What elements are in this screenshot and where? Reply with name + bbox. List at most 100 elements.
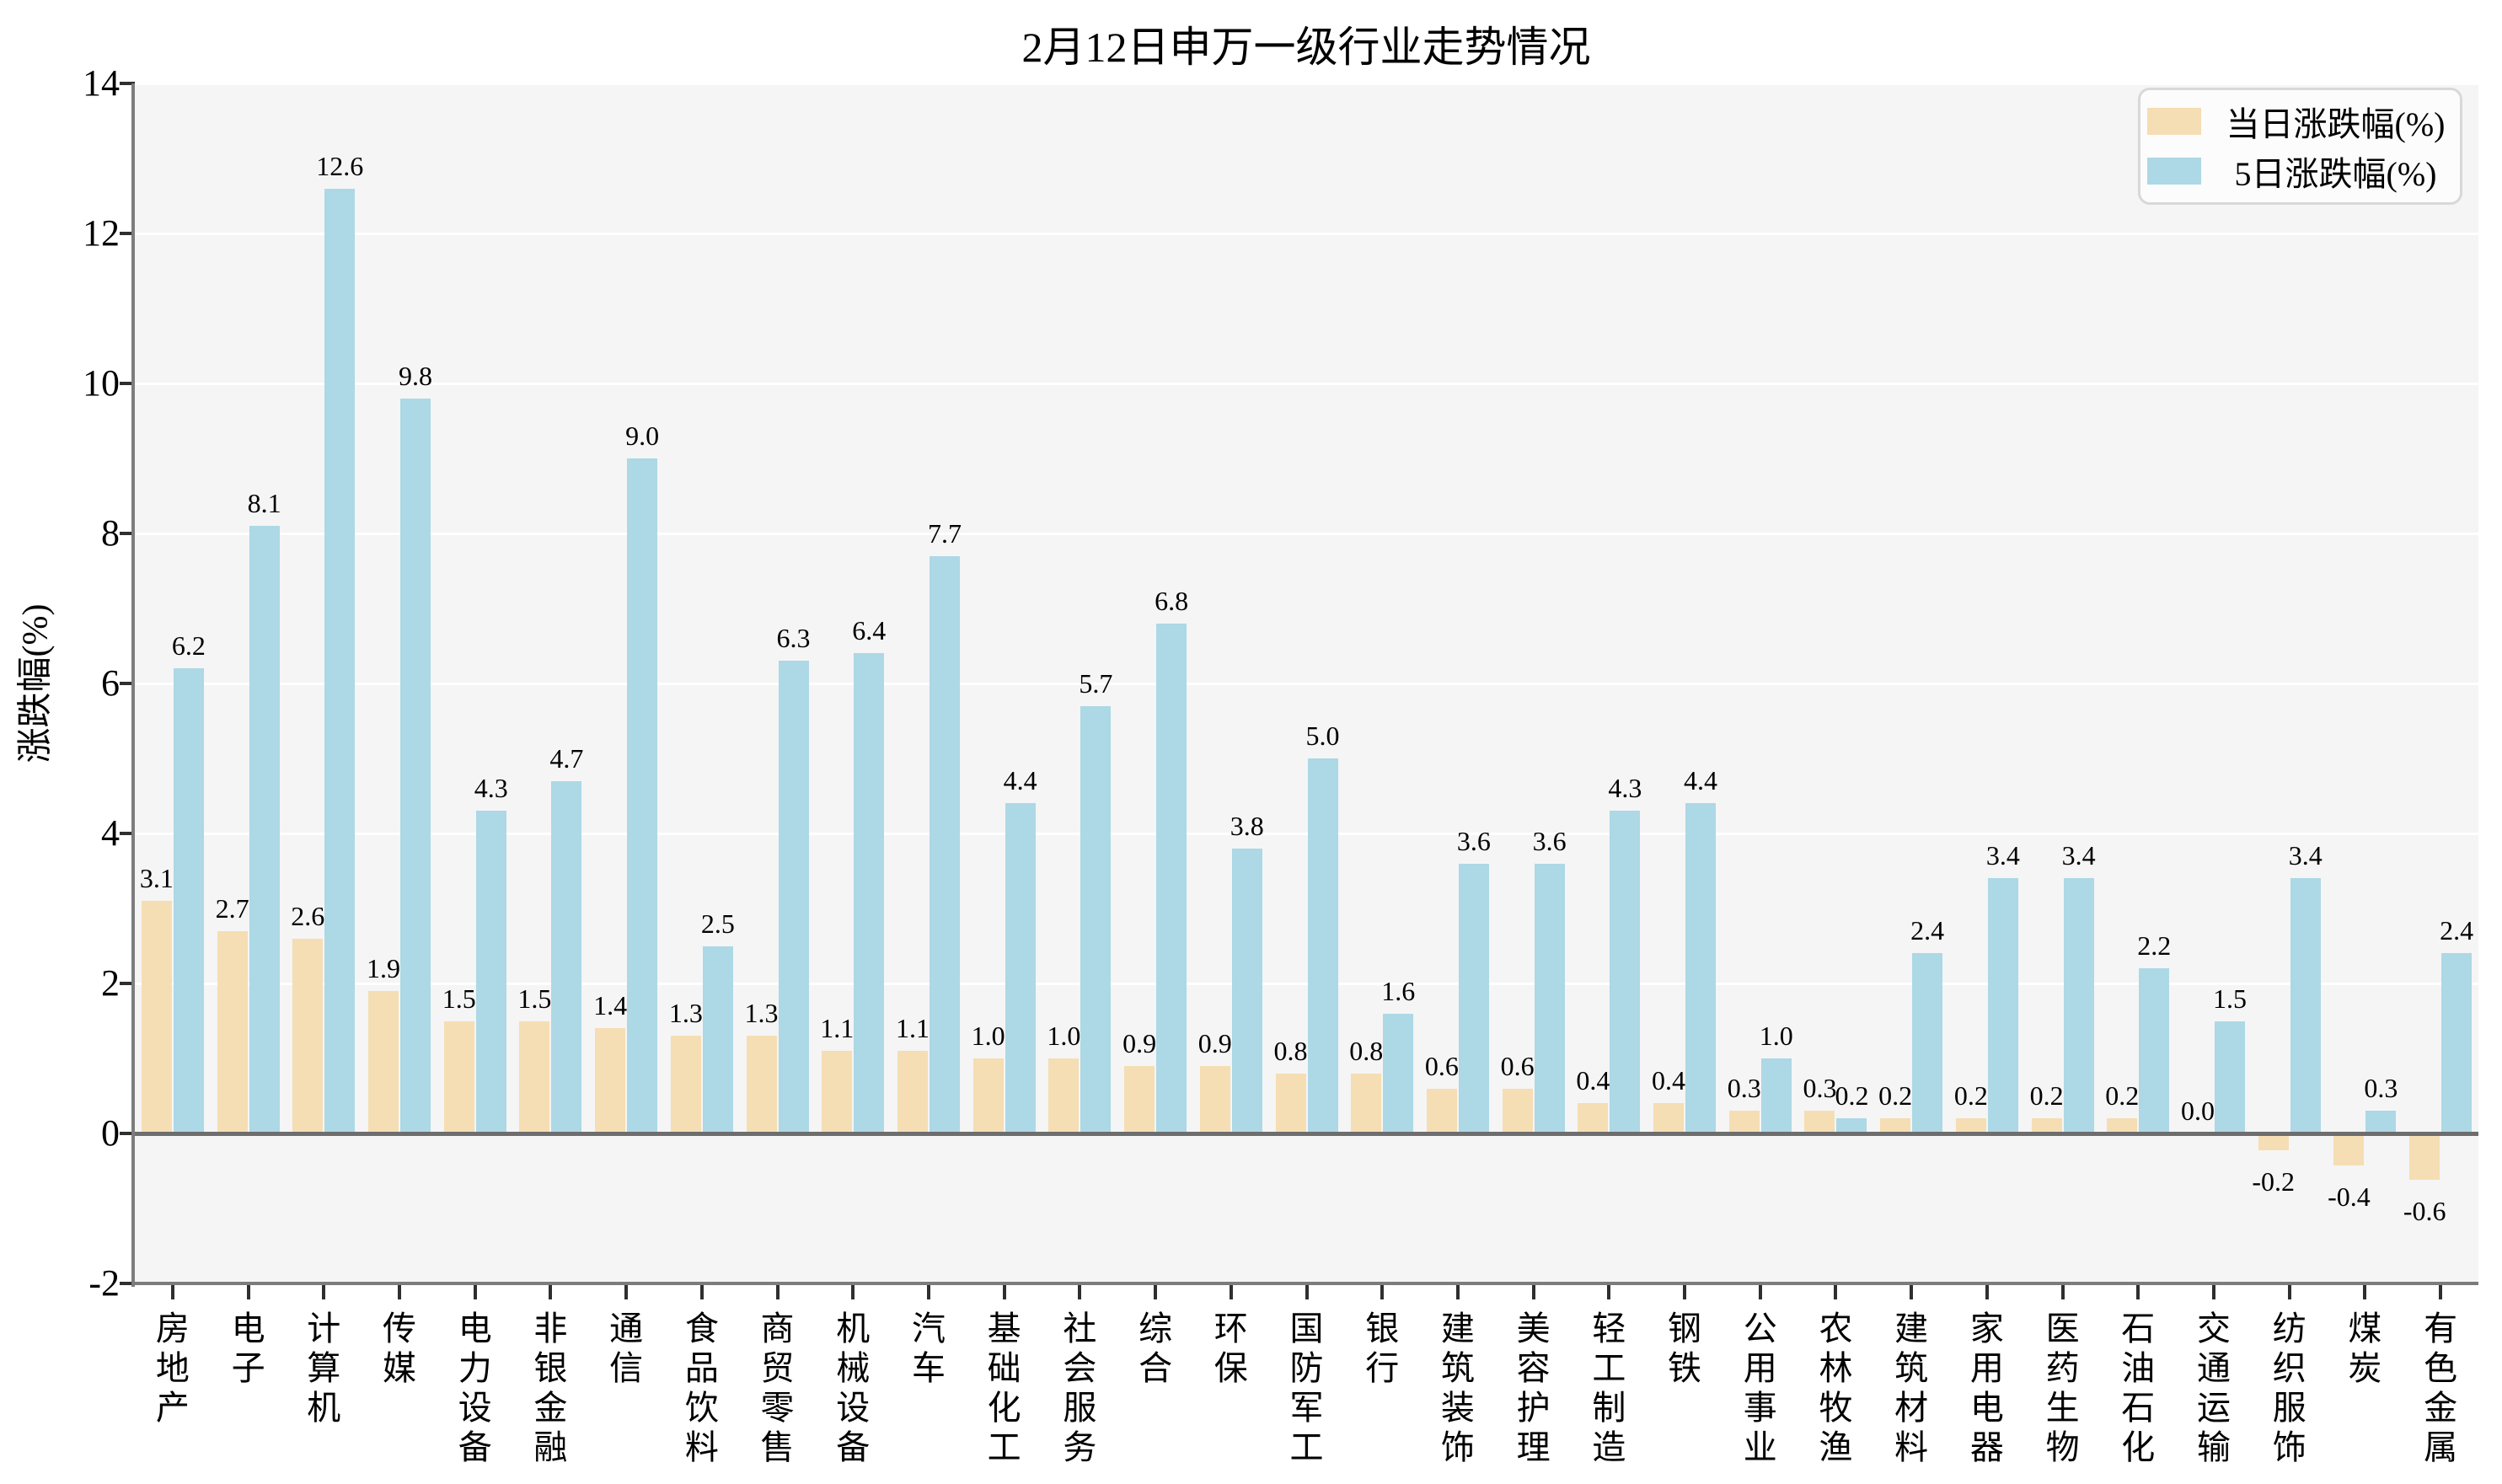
x-tick-label: 社 会 服 务 [1063, 1310, 1097, 1466]
x-tick-mark [2136, 1285, 2140, 1299]
bar-value-label: 4.4 [1684, 765, 1718, 796]
x-tick-label: 医 药 生 物 [2045, 1310, 2080, 1466]
bar-value-label: 7.7 [927, 517, 962, 549]
bar-value-label: 0.3 [1727, 1073, 1761, 1104]
bar-value-label: 6.3 [776, 623, 811, 654]
bar-daily [897, 1051, 928, 1133]
x-tick-mark [1985, 1285, 1989, 1299]
gridline [135, 382, 2478, 385]
bar-5day [1987, 878, 2018, 1133]
bar-value-label: 0.2 [1835, 1080, 1869, 1112]
bar-value-label: 0.0 [2181, 1096, 2215, 1126]
bar-value-label: 0.2 [2105, 1080, 2140, 1112]
bar-daily [1728, 1111, 1760, 1133]
bar-daily [1804, 1111, 1835, 1133]
bar-5day [324, 188, 356, 1133]
x-tick-label: 建 筑 材 料 [1894, 1310, 1929, 1466]
bar-value-label: 1.5 [2213, 983, 2248, 1014]
bar-daily [822, 1051, 853, 1133]
bar-5day [1231, 848, 1262, 1133]
y-tick-label: 10 [83, 362, 120, 404]
x-tick-mark [1078, 1285, 1082, 1299]
x-tick-mark [2060, 1285, 2065, 1299]
legend-entry-daily: 当日涨跌幅(%) [2147, 97, 2448, 146]
bar-daily [1275, 1073, 1306, 1133]
bar-daily [1124, 1065, 1155, 1133]
x-tick-mark [1229, 1285, 1233, 1299]
bar-value-label: 2.4 [1910, 915, 1945, 946]
bar-value-label: 2.4 [2440, 915, 2474, 946]
bar-value-label: 0.9 [1122, 1027, 1157, 1058]
bar-value-label: 1.0 [1759, 1021, 1793, 1051]
bar-5day [475, 811, 506, 1133]
y-tick-mark [120, 382, 135, 385]
x-tick-label: 农 林 牧 渔 [1819, 1310, 1853, 1466]
bar-value-label: 4.7 [549, 742, 584, 774]
bar-value-label: 3.1 [139, 863, 174, 894]
bar-5day [1760, 1058, 1792, 1133]
x-tick-label: 美 容 护 理 [1516, 1310, 1551, 1466]
x-tick-label: 钢 铁 [1668, 1310, 1702, 1387]
y-tick-label: 2 [101, 962, 120, 1004]
x-tick-mark [1758, 1285, 1762, 1299]
x-tick-mark [1910, 1285, 1914, 1299]
x-tick-label: 房 地 产 [155, 1310, 190, 1427]
bar-daily [1351, 1073, 1382, 1133]
bar-daily [2409, 1135, 2440, 1181]
x-tick-mark [624, 1285, 629, 1299]
y-tick-label: 12 [83, 212, 120, 254]
bar-daily [1199, 1065, 1230, 1133]
y-tick-mark [120, 82, 135, 85]
bar-value-label: -0.4 [2328, 1181, 2371, 1212]
axis-bottom-spine [131, 1282, 2478, 1285]
bar-5day [1458, 863, 1489, 1133]
x-tick-label: 国 防 军 工 [1289, 1310, 1324, 1466]
x-tick-label: 计 算 机 [307, 1310, 341, 1427]
bar-value-label: 0.6 [1500, 1050, 1535, 1081]
bar-daily [595, 1028, 626, 1133]
bar-value-label: 1.5 [517, 983, 552, 1014]
bar-value-label: 1.3 [744, 998, 779, 1029]
y-tick-label: 6 [101, 662, 120, 704]
bar-5day [1685, 803, 1717, 1133]
legend-swatch-daily [2147, 108, 2201, 136]
y-tick-mark [120, 232, 135, 235]
x-tick-label: 电 子 [231, 1310, 265, 1387]
x-tick-label: 电 力 设 备 [458, 1310, 492, 1466]
bar-value-label: 0.2 [1878, 1080, 1913, 1112]
x-tick-label: 煤 炭 [2348, 1310, 2382, 1387]
bar-value-label: 1.1 [820, 1013, 855, 1044]
bar-daily [367, 990, 399, 1133]
bar-5day [2063, 878, 2094, 1133]
bar-daily [746, 1036, 777, 1133]
x-tick-label: 环 保 [1213, 1310, 1248, 1387]
bar-5day [1307, 758, 1338, 1133]
bar-value-label: 2.2 [2137, 930, 2172, 962]
x-tick-label: 综 合 [1138, 1310, 1173, 1387]
y-tick-mark [120, 982, 135, 985]
bar-value-label: 3.8 [1230, 810, 1264, 841]
bar-daily [2107, 1118, 2138, 1133]
bar-daily [443, 1021, 474, 1133]
gridline [135, 982, 2478, 985]
x-tick-label: 轻 工 制 造 [1592, 1310, 1626, 1466]
x-tick-mark [1380, 1285, 1385, 1299]
bar-value-label: 0.3 [2364, 1073, 2398, 1104]
x-tick-mark [473, 1285, 477, 1299]
bar-5day [1080, 705, 1112, 1133]
bar-5day [1610, 811, 1641, 1133]
bar-value-label: 4.3 [1608, 773, 1642, 804]
bar-daily [1426, 1088, 1457, 1133]
bar-5day [249, 526, 280, 1133]
bar-value-label: 0.3 [1803, 1073, 1837, 1104]
x-tick-mark [397, 1285, 401, 1299]
x-tick-label: 机 械 设 备 [836, 1310, 871, 1466]
x-tick-mark [1002, 1285, 1006, 1299]
x-tick-mark [1305, 1285, 1309, 1299]
bar-value-label: 6.8 [1155, 585, 1189, 616]
x-tick-label: 纺 织 服 饰 [2272, 1310, 2306, 1466]
bar-value-label: 4.3 [474, 773, 508, 804]
bar-value-label: 1.4 [593, 990, 628, 1021]
bar-daily [292, 938, 324, 1133]
